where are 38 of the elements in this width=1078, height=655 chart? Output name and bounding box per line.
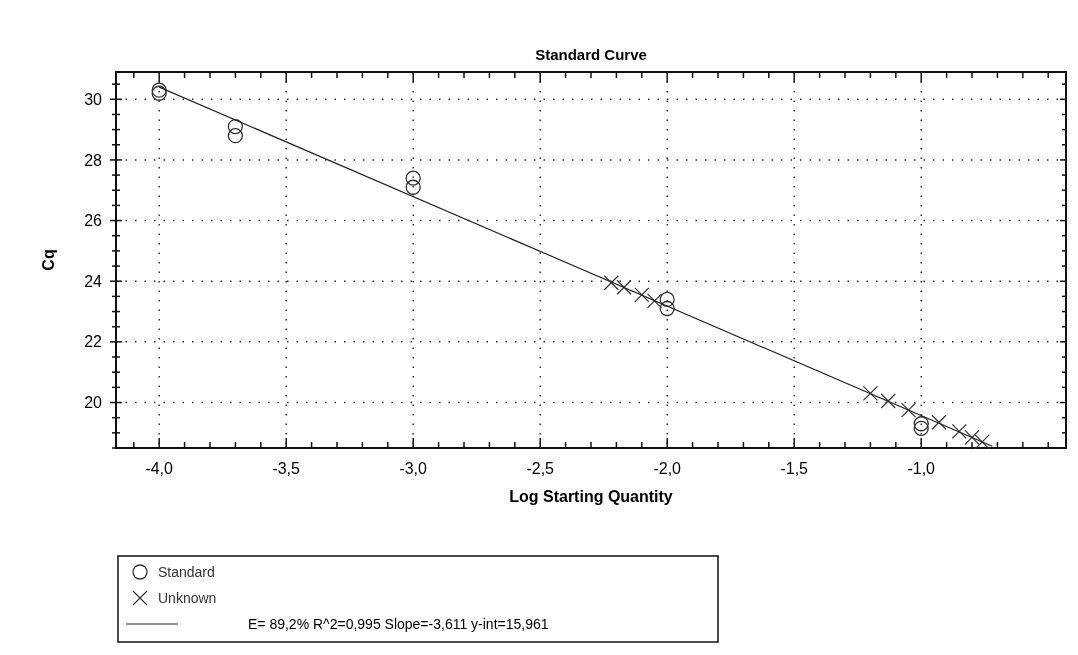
y-tick-label: 30 (84, 90, 103, 108)
point (616, 279, 632, 295)
point (913, 416, 929, 432)
x-tick-label: -2,5 (526, 460, 555, 477)
x-tick-label: -3,0 (399, 460, 428, 477)
y-tick-label: 26 (84, 212, 103, 230)
point (603, 275, 619, 291)
legend-label: Unknown (158, 589, 217, 606)
y-tick-label: 28 (84, 151, 103, 169)
point (974, 434, 990, 450)
x-tick-label: -3,5 (272, 460, 301, 477)
y-tick-label: 24 (84, 272, 103, 290)
point (880, 393, 896, 409)
chart-title: Standard Curve (535, 46, 647, 63)
point (646, 293, 663, 309)
legend-label: Standard (158, 563, 215, 580)
y-axis-title: Cq (40, 249, 57, 271)
point (964, 429, 980, 445)
point (931, 414, 947, 430)
point (227, 128, 244, 144)
point (913, 420, 929, 436)
x-tick-label: -1,0 (907, 460, 936, 477)
point (951, 423, 967, 439)
point (227, 118, 244, 135)
point (405, 179, 421, 195)
x-axis-title: Log Starting Quantity (509, 488, 673, 505)
y-tick-label: 20 (84, 394, 103, 412)
point (659, 300, 675, 317)
y-tick-label: 22 (84, 333, 103, 351)
point (862, 385, 879, 402)
x-tick-label: -1,5 (780, 460, 809, 477)
point (405, 170, 421, 186)
x-tick-label: -2,0 (653, 460, 682, 477)
point (659, 291, 675, 308)
text: E= 89,2% R^2=0,995 Slope=-3,611 y-int=15,961 (248, 615, 549, 632)
x-tick-label: -4,0 (145, 460, 174, 477)
point (900, 402, 917, 418)
point (634, 287, 650, 303)
